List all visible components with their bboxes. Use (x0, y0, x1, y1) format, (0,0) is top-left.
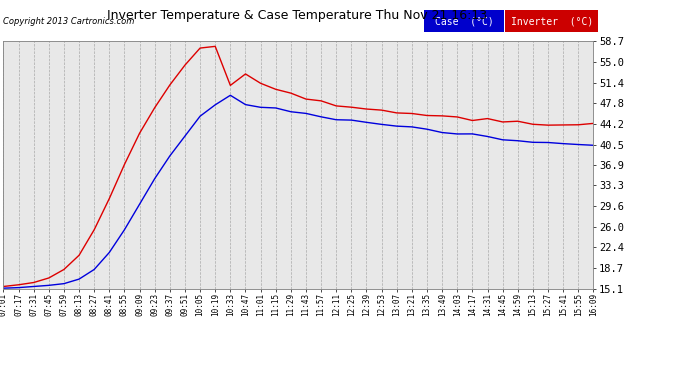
Text: Copyright 2013 Cartronics.com: Copyright 2013 Cartronics.com (3, 17, 135, 26)
Text: Inverter  (°C): Inverter (°C) (511, 16, 593, 26)
Text: Case  (°C): Case (°C) (435, 16, 493, 26)
Text: Inverter Temperature & Case Temperature Thu Nov 21 16:13: Inverter Temperature & Case Temperature … (107, 9, 486, 22)
